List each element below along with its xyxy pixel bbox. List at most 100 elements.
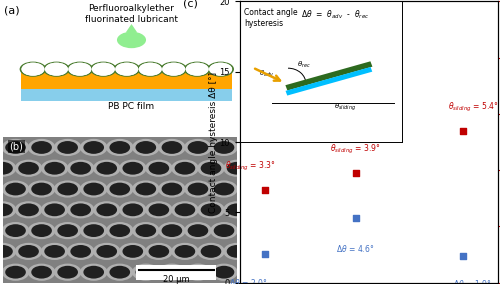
- Circle shape: [174, 245, 195, 258]
- Circle shape: [132, 222, 160, 239]
- Circle shape: [240, 266, 260, 279]
- Point: [459, 254, 467, 258]
- Circle shape: [145, 201, 172, 218]
- Circle shape: [162, 63, 185, 76]
- Circle shape: [54, 222, 82, 239]
- Circle shape: [171, 160, 199, 177]
- Bar: [136, 265, 216, 280]
- Circle shape: [186, 63, 208, 76]
- Circle shape: [184, 139, 212, 156]
- Circle shape: [110, 224, 130, 237]
- Circle shape: [240, 224, 260, 237]
- Circle shape: [186, 63, 208, 76]
- Circle shape: [226, 245, 248, 258]
- Circle shape: [0, 180, 4, 198]
- Circle shape: [122, 162, 143, 175]
- Circle shape: [136, 183, 156, 195]
- Circle shape: [80, 139, 108, 156]
- Circle shape: [188, 224, 208, 237]
- Circle shape: [84, 183, 104, 195]
- Circle shape: [197, 160, 225, 177]
- Circle shape: [0, 264, 4, 281]
- Circle shape: [58, 183, 78, 195]
- Circle shape: [208, 62, 234, 77]
- Circle shape: [2, 222, 29, 239]
- Text: $\Delta\theta$ = 1.9°: $\Delta\theta$ = 1.9°: [452, 278, 491, 284]
- Circle shape: [117, 32, 146, 48]
- Circle shape: [210, 180, 238, 198]
- Circle shape: [148, 245, 169, 258]
- Circle shape: [158, 139, 186, 156]
- Circle shape: [96, 203, 117, 216]
- Circle shape: [214, 183, 234, 195]
- Circle shape: [139, 63, 162, 76]
- Circle shape: [70, 203, 91, 216]
- Circle shape: [236, 180, 264, 198]
- Y-axis label: Contact angle hysteresis Δθ [°]: Contact angle hysteresis Δθ [°]: [209, 72, 218, 212]
- Circle shape: [145, 160, 172, 177]
- Circle shape: [110, 141, 130, 154]
- Circle shape: [132, 264, 160, 281]
- Circle shape: [200, 162, 222, 175]
- Circle shape: [116, 63, 138, 76]
- Circle shape: [171, 243, 199, 260]
- Circle shape: [148, 162, 169, 175]
- Circle shape: [18, 203, 39, 216]
- Polygon shape: [126, 24, 138, 33]
- Circle shape: [41, 160, 68, 177]
- Circle shape: [200, 245, 222, 258]
- Circle shape: [184, 264, 212, 281]
- Circle shape: [0, 162, 13, 175]
- Circle shape: [223, 160, 251, 177]
- Circle shape: [84, 141, 104, 154]
- Circle shape: [0, 222, 4, 239]
- Circle shape: [44, 203, 65, 216]
- Circle shape: [162, 183, 182, 195]
- Circle shape: [174, 162, 195, 175]
- Circle shape: [188, 266, 208, 279]
- Circle shape: [28, 222, 56, 239]
- Text: (b): (b): [10, 141, 24, 151]
- Circle shape: [93, 160, 120, 177]
- Circle shape: [171, 201, 199, 218]
- Circle shape: [214, 141, 234, 154]
- Circle shape: [209, 63, 232, 76]
- Circle shape: [214, 266, 234, 279]
- Circle shape: [160, 62, 187, 77]
- Circle shape: [174, 203, 195, 216]
- Circle shape: [209, 63, 232, 76]
- Circle shape: [162, 224, 182, 237]
- Circle shape: [145, 243, 172, 260]
- Circle shape: [5, 141, 26, 154]
- Circle shape: [84, 266, 104, 279]
- Circle shape: [240, 141, 260, 154]
- Circle shape: [119, 243, 146, 260]
- Circle shape: [14, 201, 42, 218]
- Circle shape: [92, 63, 115, 76]
- Circle shape: [136, 266, 156, 279]
- Text: $\theta_{sliding}$ = 5.4°: $\theta_{sliding}$ = 5.4°: [448, 101, 499, 114]
- Text: PB PC film: PB PC film: [108, 102, 154, 111]
- Bar: [22, 88, 233, 101]
- Circle shape: [106, 222, 134, 239]
- Circle shape: [28, 180, 56, 198]
- Text: Perfluoroalkylether: Perfluoroalkylether: [88, 4, 174, 13]
- Circle shape: [44, 245, 65, 258]
- Circle shape: [132, 139, 160, 156]
- Text: 20 μm: 20 μm: [162, 275, 190, 284]
- Circle shape: [139, 63, 162, 76]
- Circle shape: [110, 183, 130, 195]
- Circle shape: [68, 63, 92, 76]
- Circle shape: [80, 222, 108, 239]
- Circle shape: [184, 222, 212, 239]
- Circle shape: [67, 243, 94, 260]
- Circle shape: [92, 63, 115, 76]
- Text: $\Delta\theta$ = 2.0°: $\Delta\theta$ = 2.0°: [229, 277, 268, 284]
- Circle shape: [20, 62, 46, 77]
- Circle shape: [158, 264, 186, 281]
- Circle shape: [188, 141, 208, 154]
- Circle shape: [32, 183, 52, 195]
- Circle shape: [80, 180, 108, 198]
- Circle shape: [28, 264, 56, 281]
- Circle shape: [0, 139, 4, 156]
